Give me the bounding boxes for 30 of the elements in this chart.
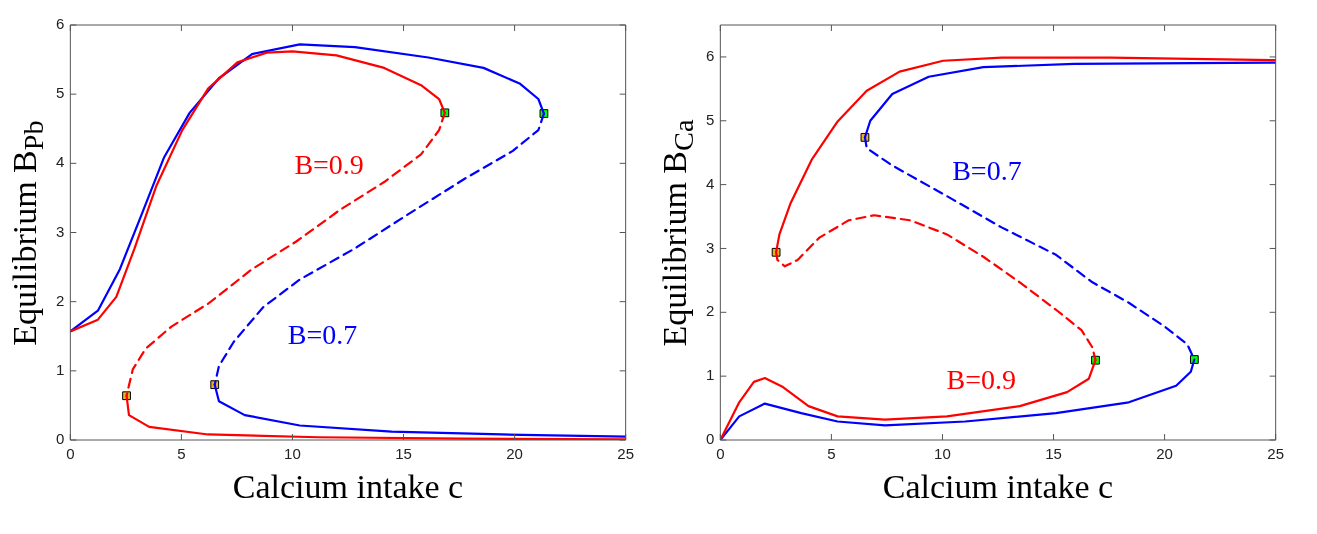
x-tick-label: 15 [395,445,412,463]
x-tick-label: 10 [934,445,951,463]
series-label: B=0.7 [952,154,1022,186]
y-tick-label: 5 [706,110,715,128]
series-label: B=0.9 [294,149,364,181]
y-tick-label: 3 [706,238,715,256]
text: B=0.9 [946,364,1017,396]
y-tick-label: 3 [56,222,65,240]
x-axis-title: Calcium intake c [882,468,1114,506]
y-tick-label: 4 [706,174,715,192]
y-tick-label: 0 [56,430,65,448]
x-tick-label: 5 [177,445,186,463]
y-tick-label: 4 [56,153,65,171]
x-tick-label: 25 [1267,445,1284,463]
y-tick-label: 2 [56,291,65,309]
x-axis-title: Calcium intake c [232,468,464,506]
y-tick-label: 0 [706,430,715,448]
series-label: B=0.7 [287,319,358,351]
x-tick-label: 25 [617,445,634,463]
y-tick-label: 5 [56,84,65,102]
x-tick-label: 5 [827,445,836,463]
y-tick-label: 1 [706,366,715,384]
y-tick-label: 2 [706,302,715,320]
x-tick-label: 20 [1156,445,1173,463]
y-tick-label: 1 [56,360,65,378]
x-tick-label: 15 [1045,445,1062,463]
x-tick-label: 20 [506,445,523,463]
y-tick-label: 6 [706,47,715,65]
x-tick-label: 10 [284,445,301,463]
y-tick-label: 6 [56,15,65,33]
